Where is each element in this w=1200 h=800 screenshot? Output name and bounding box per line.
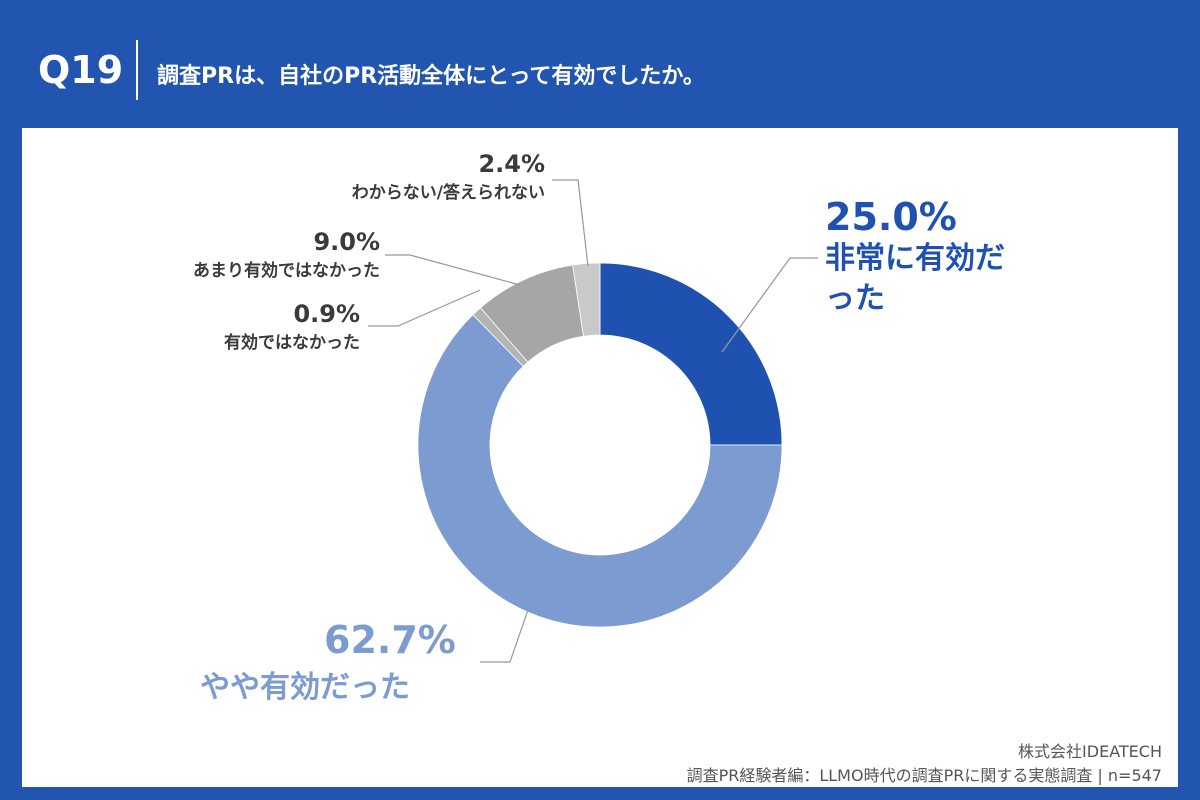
- value-label: 9.0%: [313, 228, 380, 256]
- value-label: 62.7%: [324, 618, 456, 662]
- leader-line-2: [368, 289, 481, 327]
- question-number: Q19: [38, 48, 124, 92]
- leader-line-3: [385, 254, 521, 286]
- source-note: 調査PR経験者編：LLMO時代の調査PRに関する実態調査 | n=547: [686, 766, 1162, 785]
- label-not-very-effective: 9.0% あまり有効ではなかった: [193, 228, 380, 281]
- page-title: 調査PRは、自社のPR活動全体にとって有効でしたか。: [157, 64, 705, 89]
- category-label: 非常に有効だった: [825, 241, 1005, 316]
- value-label: 2.4%: [478, 150, 545, 178]
- category-label: 有効ではなかった: [224, 333, 360, 353]
- leader-line-4: [552, 179, 589, 267]
- label-dont-know: 2.4% わからない/答えられない: [352, 150, 545, 203]
- value-label: 25.0%: [825, 195, 957, 239]
- company-name: 株式会社IDEATECH: [1018, 742, 1162, 761]
- donut-slice-1: [417, 314, 783, 628]
- category-label: わからない/答えられない: [351, 183, 545, 203]
- label-not-effective: 0.9% 有効ではなかった: [224, 300, 360, 353]
- leader-line-1: [480, 609, 529, 663]
- category-label: やや有効だった: [200, 670, 410, 705]
- header-divider: [136, 40, 138, 100]
- label-very-effective: 25.0% 非常に有効だった: [825, 195, 1015, 319]
- label-somewhat-effective: 62.7% やや有効だった: [200, 618, 475, 706]
- category-label: あまり有効ではなかった: [193, 261, 380, 281]
- leader-line-0: [721, 257, 818, 353]
- donut-slice-4: [572, 262, 601, 337]
- value-label: 0.9%: [293, 300, 360, 328]
- chart-panel: [22, 128, 1178, 787]
- donut-slice-0: [599, 262, 783, 446]
